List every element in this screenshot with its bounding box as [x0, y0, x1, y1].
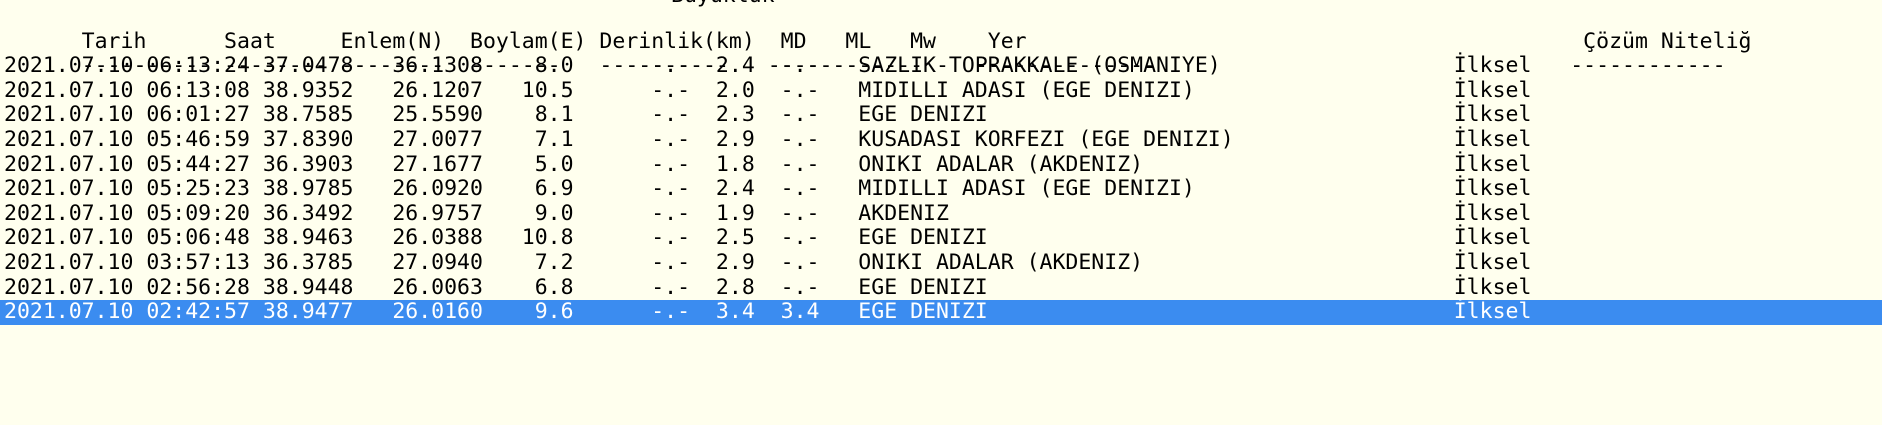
table-row[interactable]: 2021.07.10 06:13:24 37.0478 36.1308 8.0 … — [0, 53, 1882, 79]
table-row-text: 2021.07.10 06:01:27 38.7585 25.5590 8.1 … — [4, 102, 1532, 128]
magnitude-group-header: Büyüklük — [671, 0, 775, 9]
table-row[interactable]: 2021.07.10 06:01:27 38.7585 25.5590 8.1 … — [0, 103, 1882, 128]
table-row[interactable]: 2021.07.10 05:06:48 38.9463 26.0388 10.8… — [0, 226, 1882, 251]
table-row-text: 2021.07.10 02:42:57 38.9477 26.0160 9.6 … — [4, 299, 1532, 325]
table-row[interactable]: 2021.07.10 05:25:23 38.9785 26.0920 6.9 … — [0, 176, 1882, 202]
table-row-selected[interactable]: 2021.07.10 02:42:57 38.9477 26.0160 9.6 … — [0, 299, 1882, 325]
table-row[interactable]: 2021.07.10 05:46:59 37.8390 27.0077 7.1 … — [0, 126, 1882, 153]
earthquake-table: Tarih Saat Enlem(N) Boylam(E) Derinlik(k… — [0, 5, 1882, 325]
table-body: 2021.07.10 06:13:24 37.0478 36.1308 8.0 … — [0, 53, 1882, 325]
rule-line: ---------- -------- -------- ------- ---… — [81, 53, 1726, 79]
header-line: Tarih Saat Enlem(N) Boylam(E) Derinlik(k… — [81, 28, 1752, 54]
table-row-text: 2021.07.10 02:56:28 38.9448 26.0063 6.8 … — [4, 274, 1532, 300]
table-header-row: Tarih Saat Enlem(N) Boylam(E) Derinlik(k… — [0, 5, 1882, 54]
table-row[interactable]: 2021.07.10 05:44:27 36.3903 27.1677 5.0 … — [0, 151, 1882, 178]
table-row-text: 2021.07.10 05:25:23 38.9785 26.0920 6.9 … — [4, 176, 1532, 202]
table-row-text: 2021.07.10 05:46:59 37.8390 27.0077 7.1 … — [4, 126, 1532, 152]
table-row-text: 2021.07.10 05:44:27 36.3903 27.1677 5.0 … — [4, 151, 1532, 177]
table-rule-row: ---------- -------- -------- ------- ---… — [0, 30, 1882, 78]
table-row-text: 2021.07.10 06:13:08 38.9352 26.1207 10.5… — [4, 77, 1532, 103]
table-row-text: 2021.07.10 05:09:20 36.3492 26.9757 9.0 … — [4, 200, 1532, 226]
table-row-text: 2021.07.10 03:57:13 36.3785 27.0940 7.2 … — [4, 249, 1532, 275]
table-row-text: 2021.07.10 05:06:48 38.9463 26.0388 10.8… — [4, 225, 1532, 251]
table-row[interactable]: 2021.07.10 05:09:20 36.3492 26.9757 9.0 … — [0, 200, 1882, 227]
table-row-text: 2021.07.10 06:13:24 37.0478 36.1308 8.0 … — [4, 53, 1532, 79]
table-row[interactable]: 2021.07.10 03:57:13 36.3785 27.0940 7.2 … — [0, 249, 1882, 276]
table-row[interactable]: 2021.07.10 02:56:28 38.9448 26.0063 6.8 … — [0, 274, 1882, 301]
table-row[interactable]: 2021.07.10 06:13:08 38.9352 26.1207 10.5… — [0, 77, 1882, 104]
